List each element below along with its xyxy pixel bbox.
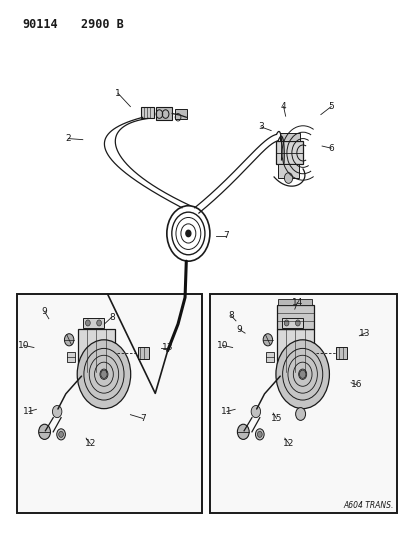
Text: 5: 5 [328,102,333,111]
Bar [210,294,396,513]
Circle shape [100,370,107,378]
Text: 13: 13 [161,343,173,352]
Bar [83,318,104,328]
Circle shape [59,431,63,438]
Circle shape [295,320,299,326]
Text: 2900 B: 2900 B [81,18,123,30]
Bar [280,133,299,141]
Circle shape [97,320,101,326]
Text: 13: 13 [358,329,370,337]
Circle shape [57,429,65,440]
Bar [335,346,347,359]
Circle shape [263,334,272,346]
Bar [156,107,172,120]
Circle shape [284,173,292,183]
Circle shape [275,340,329,409]
Bar [276,329,313,372]
Text: 9: 9 [236,325,242,334]
Text: 10: 10 [18,341,30,350]
Circle shape [299,370,305,378]
Circle shape [77,340,131,409]
Text: 4: 4 [280,102,286,111]
Bar [265,352,273,362]
Text: A604 TRANS.: A604 TRANS. [343,501,393,510]
Text: 11: 11 [221,407,232,416]
Bar [278,164,298,178]
Bar [278,298,311,305]
Bar [17,294,202,513]
Bar [66,352,75,362]
Circle shape [85,320,90,326]
Circle shape [237,424,249,439]
Text: 6: 6 [328,144,333,152]
Text: 3: 3 [257,123,263,131]
Text: 7: 7 [140,414,145,423]
Text: 12: 12 [84,439,96,448]
Text: 15: 15 [270,414,282,423]
Bar [174,109,187,119]
Text: 14: 14 [291,298,302,307]
Bar [137,346,148,359]
Text: 1: 1 [115,89,121,98]
Text: 11: 11 [23,407,35,416]
Text: 8: 8 [228,311,233,320]
Bar [78,329,115,372]
Circle shape [284,320,288,326]
Bar [276,305,313,329]
Circle shape [251,406,260,418]
Text: 10: 10 [216,341,228,350]
Circle shape [185,230,190,237]
Text: 8: 8 [109,313,114,321]
Circle shape [38,424,50,439]
Circle shape [295,408,305,421]
Bar [275,141,302,164]
Circle shape [64,334,74,346]
Text: 90114: 90114 [23,18,58,30]
Bar [281,318,302,328]
Text: 16: 16 [350,381,362,389]
Text: 12: 12 [282,439,294,448]
Circle shape [255,429,263,440]
Text: 7: 7 [222,231,228,240]
Circle shape [52,406,62,418]
Circle shape [257,431,261,438]
Bar [140,107,154,118]
Text: 9: 9 [42,308,47,316]
Text: 2: 2 [65,134,71,143]
